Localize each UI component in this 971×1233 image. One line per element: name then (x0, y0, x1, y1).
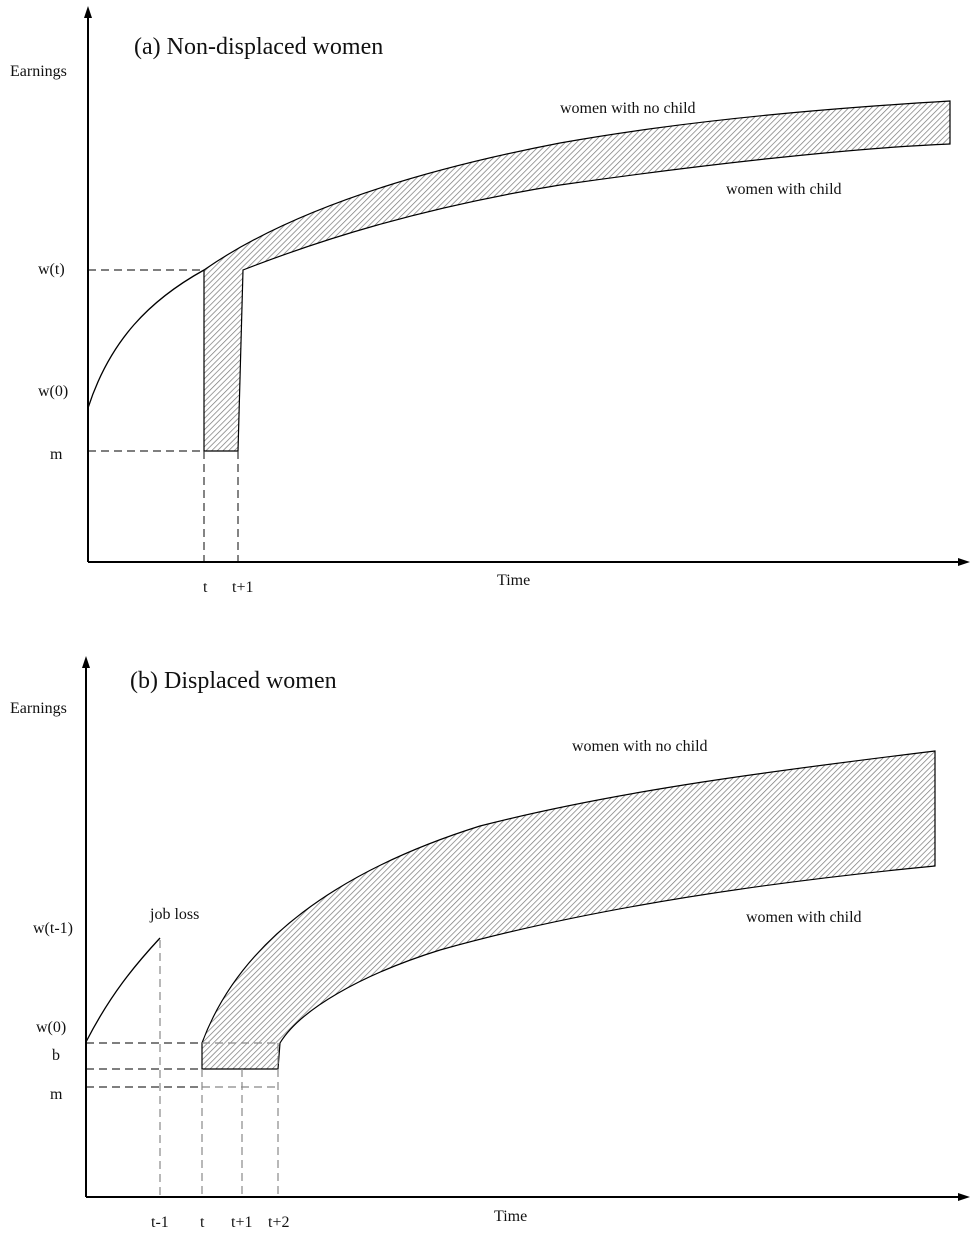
panel-b-tick-b: b (52, 1047, 60, 1064)
panel-b-curve-before-job-loss (85, 937, 161, 1043)
panel-b-tick-t: t (200, 1214, 205, 1231)
panel-a-y-arrow-icon (84, 6, 92, 18)
panel-a-gap-region (203, 100, 951, 452)
panel-b-annotation-job-loss: job loss (149, 906, 199, 923)
panel-a-tick-t1: t+1 (232, 579, 253, 596)
panel-b-label-no-child: women with no child (572, 738, 708, 755)
panel-b-gap-region (201, 750, 936, 1070)
panel-a-curve-before-t (87, 269, 205, 409)
panel-a-x-axis-label: Time (497, 572, 530, 589)
panel-b-tick-tm1: t-1 (151, 1214, 169, 1231)
panel-a-title: (a) Non-displaced women (134, 34, 383, 60)
panel-b-y-arrow-icon (82, 656, 90, 668)
panel-a-tick-t: t (203, 579, 208, 596)
panel-a-tick-wt: w(t) (38, 261, 65, 278)
panel-a-y-axis-label: Earnings (10, 63, 67, 80)
panel-b-y-axis-label: Earnings (10, 700, 67, 717)
panel-b-label-child: women with child (746, 909, 862, 926)
panel-b-title: (b) Displaced women (130, 668, 337, 694)
panel-b-tick-wtm1: w(t-1) (33, 920, 73, 937)
panel-a-label-child: women with child (726, 181, 842, 198)
panel-b-tick-t2: t+2 (268, 1214, 289, 1231)
panel-b-x-arrow-icon (958, 1193, 970, 1201)
panel-a-tick-w0: w(0) (38, 383, 68, 400)
panel-a-x-arrow-icon (958, 558, 970, 566)
panel-a: (a) Non-displaced women Earnings Time w(… (10, 6, 970, 596)
panel-b-tick-m: m (50, 1086, 63, 1103)
panel-a-tick-m: m (50, 446, 63, 463)
panel-b-x-axis-label: Time (494, 1208, 527, 1225)
panel-b-tick-t1: t+1 (231, 1214, 252, 1231)
panel-b-tick-w0: w(0) (36, 1019, 66, 1036)
panel-b: (b) Displaced women Earnings Time w(t-1)… (10, 656, 970, 1231)
panel-a-label-no-child: women with no child (560, 100, 696, 117)
